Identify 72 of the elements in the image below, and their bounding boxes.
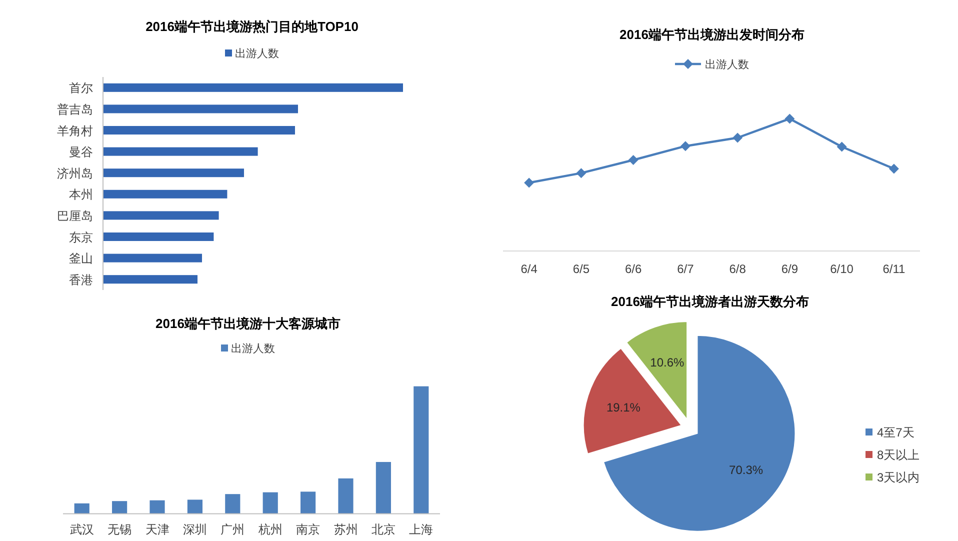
bar [103, 104, 298, 114]
bar [103, 211, 219, 220]
bar [338, 478, 354, 514]
point [732, 132, 743, 143]
x-tick-label: 武汉 [70, 522, 94, 537]
x-tick-label: 深圳 [182, 522, 207, 537]
legend-label: 出游人数 [235, 47, 279, 60]
point [628, 154, 638, 165]
y-tick-label: 羊角村 [57, 124, 93, 138]
bar [103, 254, 202, 262]
bar [376, 462, 391, 514]
chart-title: 2016端午节出境游热门目的地TOP10 [146, 19, 358, 34]
bar [300, 492, 316, 514]
x-tick-label: 苏州 [334, 522, 358, 537]
y-tick-label: 本州 [69, 188, 93, 202]
chart-title: 2016端午节出境游十大客源城市 [156, 316, 340, 331]
x-tick-label: 6/8 [729, 262, 746, 276]
point [784, 114, 795, 124]
data-label: 10.6% [650, 356, 685, 370]
legend-label: 出游人数 [231, 342, 275, 355]
bar [74, 503, 90, 514]
bar [187, 500, 202, 514]
bar [112, 501, 128, 514]
y-tick-label: 曼谷 [69, 145, 93, 160]
bar [225, 494, 240, 514]
x-tick-label: 无锡 [108, 522, 132, 537]
x-tick-label: 上海 [409, 522, 434, 537]
point [888, 164, 899, 174]
bar [103, 147, 258, 156]
x-tick-label: 杭州 [257, 522, 282, 537]
x-tick-label: 6/9 [781, 262, 798, 276]
chart-title: 2016端午节出境游者出游天数分布 [611, 294, 809, 309]
chart-title: 2016端午节出境游出发时间分布 [620, 27, 804, 42]
bar [414, 386, 429, 514]
y-tick-label: 首尔 [69, 81, 93, 96]
y-tick-label: 东京 [69, 230, 93, 244]
bar [150, 500, 165, 514]
legend: 出游人数 [675, 59, 749, 71]
legend-label: 出游人数 [705, 58, 749, 71]
y-tick-label: 济州岛 [57, 166, 93, 180]
point [836, 142, 847, 152]
x-tick-label: 广州 [220, 522, 245, 537]
x-tick-label: 南京 [296, 522, 320, 537]
bar [103, 190, 228, 198]
point [524, 178, 534, 188]
x-tick-label: 6/5 [572, 262, 590, 276]
x-tick-label: 天津 [145, 522, 170, 537]
y-tick-label: 普吉岛 [57, 102, 93, 116]
bar [103, 83, 403, 92]
x-tick-label: 6/7 [677, 262, 694, 276]
point [576, 168, 586, 178]
y-tick-label: 巴厘岛 [57, 208, 93, 223]
bar [103, 168, 244, 178]
bar [262, 492, 278, 514]
legend: 出游人数 [221, 343, 275, 355]
point [680, 141, 690, 152]
x-tick-label: 6/4 [520, 262, 538, 276]
bar [103, 126, 295, 135]
legend-label: 8天以上 [877, 448, 920, 462]
data-label: 70.3% [729, 463, 764, 478]
x-tick-label: 6/11 [882, 262, 906, 276]
x-tick-label: 北京 [371, 522, 396, 537]
bar [103, 275, 198, 284]
y-tick-label: 香港 [69, 272, 93, 287]
legend-label: 3天以内 [877, 470, 920, 484]
data-label: 19.1% [606, 400, 641, 415]
bar [103, 232, 214, 242]
x-tick-label: 6/6 [624, 262, 642, 276]
legend: 出游人数 [225, 48, 279, 60]
y-tick-label: 釜山 [69, 252, 93, 266]
legend-label: 4至7天 [877, 426, 914, 440]
x-tick-label: 6/10 [830, 262, 854, 276]
